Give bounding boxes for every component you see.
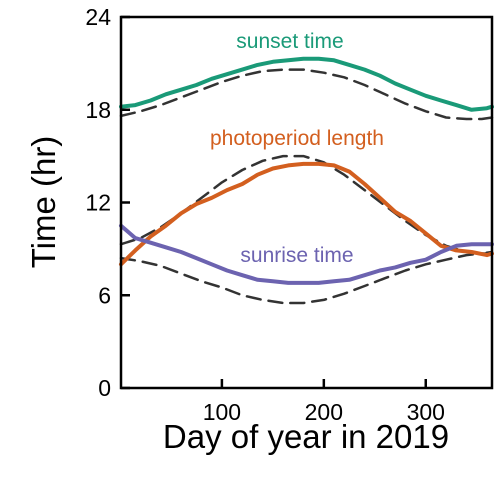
y-tick-label: 6 xyxy=(98,282,111,308)
model-curves xyxy=(119,68,494,305)
sunrise-time-line xyxy=(119,223,494,285)
x-tick-label: 100 xyxy=(203,399,241,425)
sunset-time-label: sunset time xyxy=(236,30,343,53)
y-tick-label: 0 xyxy=(98,375,111,401)
sunrise-time-label: sunrise time xyxy=(240,244,353,267)
y-axis-title: Time (hr) xyxy=(25,136,62,269)
series-labels: sunset time photoperiod length sunrise tim… xyxy=(210,30,384,267)
y-tick-label: 24 xyxy=(85,4,111,30)
x-axis-ticks: 100 200 300 xyxy=(203,379,445,425)
plot-frame xyxy=(119,15,494,390)
photoperiod-length-label: photoperiod length xyxy=(210,127,384,150)
model-curve-4 xyxy=(119,154,494,255)
y-tick-label: 12 xyxy=(85,190,111,216)
x-tick-label: 200 xyxy=(305,399,343,425)
x-tick-label: 300 xyxy=(407,399,445,425)
y-tick-label: 18 xyxy=(85,97,111,123)
y-axis-ticks: 0 6 12 18 24 xyxy=(85,4,130,401)
model-curve-5 xyxy=(119,252,494,305)
sunset-time-line xyxy=(119,56,494,112)
photoperiod-length-line xyxy=(119,161,494,267)
model-curve-3 xyxy=(119,68,494,121)
measured-series xyxy=(119,56,494,285)
x-axis-title: Day of year in 2019 xyxy=(163,418,449,455)
